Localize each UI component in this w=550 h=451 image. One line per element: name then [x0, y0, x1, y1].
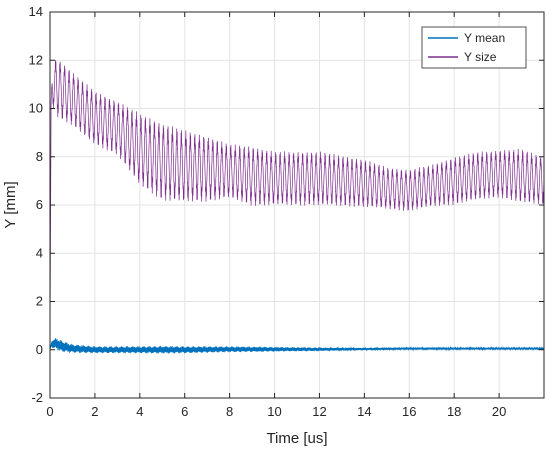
- y-tick-label: 4: [36, 245, 43, 260]
- series-group: [49, 60, 545, 354]
- legend-label-y-mean: Y mean: [464, 31, 505, 45]
- y-tick-label: 10: [29, 101, 43, 116]
- y-tick-label: 14: [29, 4, 43, 19]
- y-tick-label: 2: [36, 294, 43, 309]
- x-axis-label: Time [us]: [266, 430, 327, 447]
- x-tick-label: 10: [267, 404, 281, 419]
- legend-box: [421, 26, 527, 69]
- legend: Y mean Y size: [421, 26, 527, 69]
- axis-ticks: [49, 11, 544, 399]
- x-tick-label: 14: [357, 404, 371, 419]
- x-tick-label: 18: [447, 404, 461, 419]
- legend-label-y-size: Y size: [464, 50, 497, 64]
- y-tick-label: 12: [29, 52, 43, 67]
- x-tick-label: 20: [492, 404, 506, 419]
- y-tick-labels: -2 0 2 4 6 8 10 12 14: [29, 4, 43, 405]
- x-tick-label: 4: [136, 404, 143, 419]
- y-tick-label: 6: [36, 197, 43, 212]
- y-axis-label: Y [mm]: [2, 181, 19, 228]
- x-tick-label: 2: [91, 404, 98, 419]
- series-line-y-mean: [49, 338, 545, 354]
- y-tick-label: 0: [36, 342, 43, 357]
- x-tick-label: 8: [226, 404, 233, 419]
- x-tick-label: 6: [181, 404, 188, 419]
- x-tick-label: 0: [46, 404, 53, 419]
- y-tick-label: 8: [36, 149, 43, 164]
- y-tick-label: -2: [31, 390, 43, 405]
- x-tick-labels: 0 2 4 6 8 10 12 14 16 18 20: [46, 404, 506, 419]
- x-tick-label: 16: [402, 404, 416, 419]
- series-line-y-size: [49, 60, 545, 350]
- x-tick-label: 12: [312, 404, 326, 419]
